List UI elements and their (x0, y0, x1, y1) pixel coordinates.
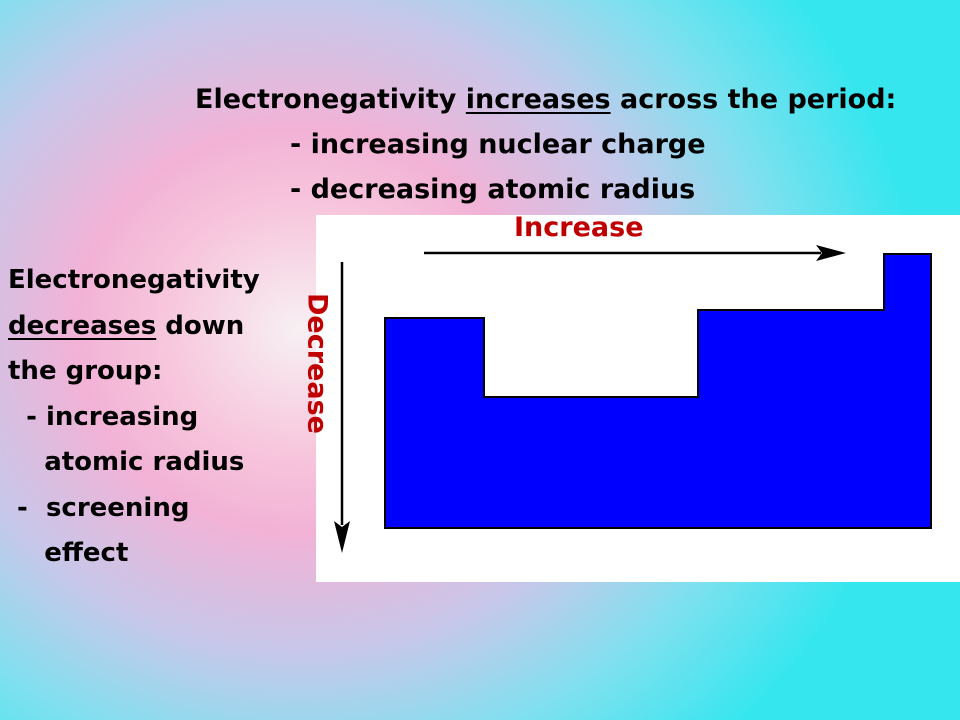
group-line-1: Electronegativity (8, 265, 260, 295)
group-bullet-1-cont: atomic radius (8, 447, 245, 477)
increase-label: Increase (514, 212, 644, 243)
period-bullet-nuclear-charge: - increasing nuclear charge (290, 129, 706, 160)
periodic-table-diagram (316, 215, 960, 582)
decrease-arrow-head (334, 521, 350, 553)
group-line-2: decreases down (8, 304, 260, 350)
group-bullet-1: - increasing (8, 401, 199, 432)
group-line-2-suffix: down (156, 310, 245, 341)
periodic-table-shape (384, 253, 932, 529)
group-line-3: the group: (8, 356, 163, 386)
title-suffix: across the period: (610, 84, 897, 115)
period-trend-title: Electronegativity increases across the p… (195, 84, 896, 115)
period-bullet-atomic-radius: - decreasing atomic radius (290, 174, 696, 205)
group-trend-text: Electronegativity decreases down the gro… (8, 258, 260, 577)
decrease-label: Decrease (301, 293, 333, 434)
group-bullet-2-cont: effect (8, 538, 129, 568)
title-keyword-increases: increases (465, 84, 611, 115)
group-bullet-2: - screening (8, 492, 190, 523)
group-keyword-decreases: decreases (8, 310, 157, 341)
title-prefix: Electronegativity (195, 84, 466, 115)
increase-arrow-head (816, 245, 846, 261)
diagram-canvas (334, 245, 932, 553)
